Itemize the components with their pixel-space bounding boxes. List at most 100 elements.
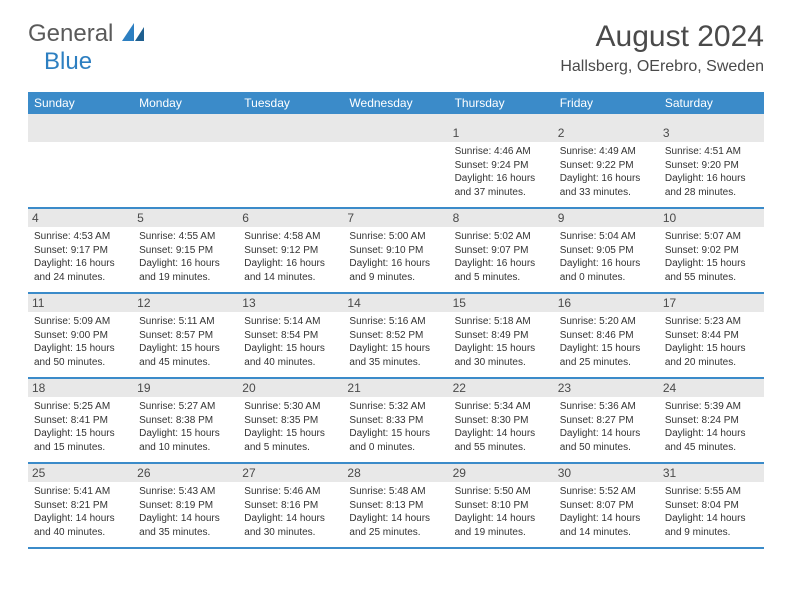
calendar: SundayMondayTuesdayWednesdayThursdayFrid… <box>28 92 764 549</box>
day-info-line: Sunset: 8:49 PM <box>455 329 548 343</box>
day-number: 9 <box>554 209 659 227</box>
day-number-empty <box>343 124 448 142</box>
day-info-line: and 0 minutes. <box>560 271 653 285</box>
day-info-line: Daylight: 14 hours <box>34 512 127 526</box>
day-info-line: Sunrise: 5:00 AM <box>349 230 442 244</box>
day-info-line: Daylight: 15 hours <box>34 342 127 356</box>
day-info-line: Daylight: 16 hours <box>665 172 758 186</box>
day-info-line: Sunset: 8:16 PM <box>244 499 337 513</box>
day-info-line: Sunrise: 4:55 AM <box>139 230 232 244</box>
day-info-line: Daylight: 14 hours <box>139 512 232 526</box>
day-number: 6 <box>238 209 343 227</box>
day-cell: 30Sunrise: 5:52 AMSunset: 8:07 PMDayligh… <box>554 464 659 547</box>
day-info-line: Daylight: 15 hours <box>560 342 653 356</box>
day-number: 11 <box>28 294 133 312</box>
day-info-line: Sunrise: 5:09 AM <box>34 315 127 329</box>
day-info-line: and 14 minutes. <box>560 526 653 540</box>
day-info-line: Daylight: 14 hours <box>455 512 548 526</box>
day-number: 21 <box>343 379 448 397</box>
day-info-line: Sunset: 8:38 PM <box>139 414 232 428</box>
day-info-line: Daylight: 14 hours <box>665 427 758 441</box>
day-cell: 29Sunrise: 5:50 AMSunset: 8:10 PMDayligh… <box>449 464 554 547</box>
day-info-line: Daylight: 16 hours <box>560 172 653 186</box>
day-info-line: Sunset: 9:15 PM <box>139 244 232 258</box>
day-info-line: Sunset: 9:02 PM <box>665 244 758 258</box>
day-info-line: Sunset: 8:04 PM <box>665 499 758 513</box>
day-info-line: Sunrise: 4:46 AM <box>455 145 548 159</box>
day-cell: 18Sunrise: 5:25 AMSunset: 8:41 PMDayligh… <box>28 379 133 462</box>
day-info-line: Sunrise: 5:07 AM <box>665 230 758 244</box>
day-info-line: Daylight: 16 hours <box>560 257 653 271</box>
logo: General Blue <box>28 20 144 76</box>
day-info-line: Sunrise: 5:25 AM <box>34 400 127 414</box>
day-cell: 3Sunrise: 4:51 AMSunset: 9:20 PMDaylight… <box>659 124 764 207</box>
day-info-line: Sunrise: 5:50 AM <box>455 485 548 499</box>
day-info-line: and 14 minutes. <box>244 271 337 285</box>
day-info-line: and 45 minutes. <box>665 441 758 455</box>
day-info-line: Daylight: 15 hours <box>139 427 232 441</box>
day-number: 29 <box>449 464 554 482</box>
day-number: 19 <box>133 379 238 397</box>
day-cell: 5Sunrise: 4:55 AMSunset: 9:15 PMDaylight… <box>133 209 238 292</box>
day-cell: 12Sunrise: 5:11 AMSunset: 8:57 PMDayligh… <box>133 294 238 377</box>
dow-cell: Saturday <box>659 92 764 114</box>
day-number: 27 <box>238 464 343 482</box>
day-info-line: Sunset: 8:41 PM <box>34 414 127 428</box>
day-number-empty <box>28 124 133 142</box>
day-info-line: and 35 minutes. <box>349 356 442 370</box>
day-info-line: and 9 minutes. <box>665 526 758 540</box>
day-cell: 9Sunrise: 5:04 AMSunset: 9:05 PMDaylight… <box>554 209 659 292</box>
day-cell: 11Sunrise: 5:09 AMSunset: 9:00 PMDayligh… <box>28 294 133 377</box>
day-info-line: Sunrise: 5:18 AM <box>455 315 548 329</box>
day-number: 12 <box>133 294 238 312</box>
day-number: 14 <box>343 294 448 312</box>
day-cell: 31Sunrise: 5:55 AMSunset: 8:04 PMDayligh… <box>659 464 764 547</box>
day-info-line: Sunrise: 5:36 AM <box>560 400 653 414</box>
day-info-line: Sunset: 8:54 PM <box>244 329 337 343</box>
day-info-line: Sunrise: 4:58 AM <box>244 230 337 244</box>
day-number: 20 <box>238 379 343 397</box>
day-info-line: and 55 minutes. <box>665 271 758 285</box>
dow-cell: Monday <box>133 92 238 114</box>
day-number: 1 <box>449 124 554 142</box>
day-info-line: and 30 minutes. <box>455 356 548 370</box>
page-title: August 2024 <box>560 20 764 54</box>
day-cell: 22Sunrise: 5:34 AMSunset: 8:30 PMDayligh… <box>449 379 554 462</box>
day-info-line: Sunset: 9:24 PM <box>455 159 548 173</box>
day-cell: 7Sunrise: 5:00 AMSunset: 9:10 PMDaylight… <box>343 209 448 292</box>
day-info-line: Sunset: 8:30 PM <box>455 414 548 428</box>
day-info-line: and 25 minutes. <box>560 356 653 370</box>
day-info-line: Daylight: 15 hours <box>139 342 232 356</box>
day-info-line: Daylight: 16 hours <box>455 257 548 271</box>
week-row: 4Sunrise: 4:53 AMSunset: 9:17 PMDaylight… <box>28 209 764 294</box>
day-info-line: Daylight: 15 hours <box>34 427 127 441</box>
logo-text-general: General <box>28 20 113 47</box>
day-cell: 24Sunrise: 5:39 AMSunset: 8:24 PMDayligh… <box>659 379 764 462</box>
day-cell: 14Sunrise: 5:16 AMSunset: 8:52 PMDayligh… <box>343 294 448 377</box>
day-info-line: Sunset: 8:27 PM <box>560 414 653 428</box>
day-number: 10 <box>659 209 764 227</box>
day-info-line: Sunset: 9:17 PM <box>34 244 127 258</box>
day-info-line: Daylight: 15 hours <box>455 342 548 356</box>
day-cell <box>238 124 343 207</box>
day-info-line: Sunset: 8:35 PM <box>244 414 337 428</box>
day-info-line: Daylight: 15 hours <box>349 342 442 356</box>
day-info-line: and 19 minutes. <box>139 271 232 285</box>
logo-text-blue: Blue <box>44 48 92 75</box>
day-info-line: Sunset: 9:20 PM <box>665 159 758 173</box>
day-info-line: Sunrise: 5:39 AM <box>665 400 758 414</box>
day-info-line: and 28 minutes. <box>665 186 758 200</box>
day-number: 13 <box>238 294 343 312</box>
day-number: 22 <box>449 379 554 397</box>
day-info-line: and 24 minutes. <box>34 271 127 285</box>
day-number: 30 <box>554 464 659 482</box>
day-info-line: Sunset: 8:33 PM <box>349 414 442 428</box>
spacer-row <box>28 114 764 124</box>
day-info-line: Daylight: 15 hours <box>665 342 758 356</box>
day-info-line: Daylight: 16 hours <box>34 257 127 271</box>
day-number: 4 <box>28 209 133 227</box>
day-cell: 4Sunrise: 4:53 AMSunset: 9:17 PMDaylight… <box>28 209 133 292</box>
dow-cell: Wednesday <box>343 92 448 114</box>
day-info-line: Sunset: 8:19 PM <box>139 499 232 513</box>
day-info-line: Daylight: 15 hours <box>244 427 337 441</box>
